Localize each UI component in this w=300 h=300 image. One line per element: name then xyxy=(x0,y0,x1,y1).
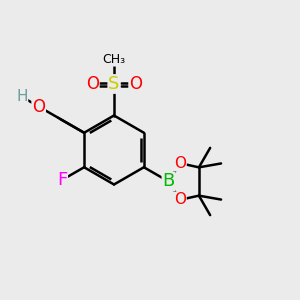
Text: B: B xyxy=(162,172,175,190)
Text: O: O xyxy=(86,75,99,93)
Text: H: H xyxy=(16,89,28,104)
Text: O: O xyxy=(129,75,142,93)
Text: S: S xyxy=(108,75,120,93)
Text: O: O xyxy=(174,156,186,171)
Text: CH₃: CH₃ xyxy=(102,53,126,66)
Text: F: F xyxy=(57,171,67,189)
Text: O: O xyxy=(32,98,45,116)
Text: O: O xyxy=(174,192,186,207)
